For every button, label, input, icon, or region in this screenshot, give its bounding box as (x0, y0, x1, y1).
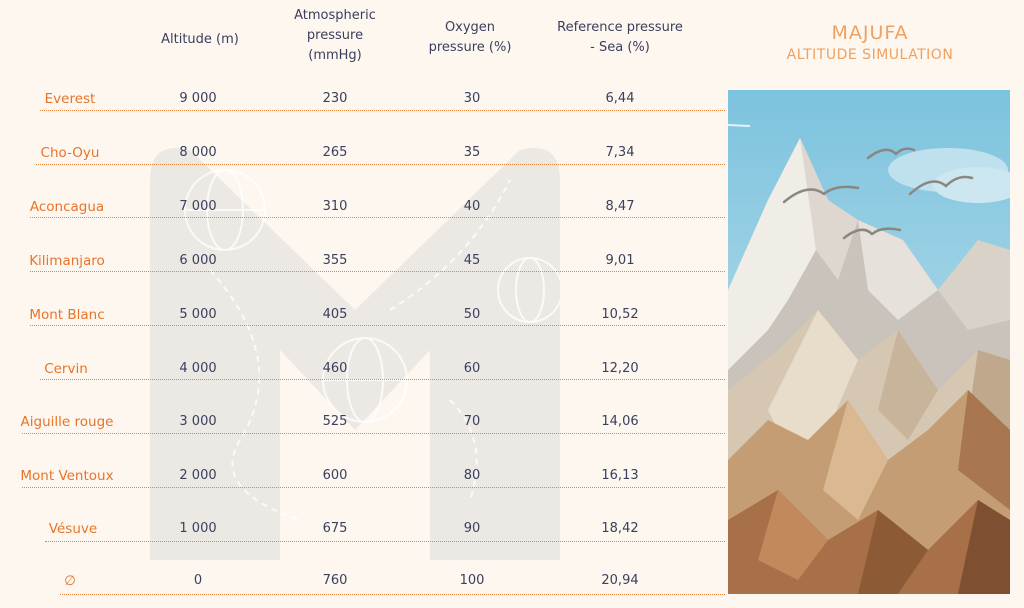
row-oxygen: 90 (463, 521, 481, 536)
row-name: ∅ (64, 573, 76, 589)
row-divider (45, 541, 725, 542)
row-oxygen: 40 (463, 199, 481, 214)
row-name: Kilimanjaro (29, 253, 105, 269)
row-atmospheric: 600 (322, 468, 348, 483)
row-name: Mont Ventoux (20, 468, 114, 484)
row-atmospheric: 525 (322, 414, 348, 429)
row-divider (30, 217, 725, 218)
row-altitude: 3 000 (179, 414, 217, 429)
row-reference: 12,20 (601, 361, 639, 376)
row-oxygen: 70 (463, 414, 481, 429)
row-altitude: 1 000 (179, 521, 217, 536)
row-altitude: 2 000 (179, 468, 217, 483)
header-reference-pressure: Reference pressure - Sea (%) (557, 20, 683, 55)
row-divider (30, 325, 725, 326)
row-reference: 6,44 (605, 91, 635, 106)
row-divider (22, 433, 725, 434)
row-reference: 20,94 (601, 573, 639, 588)
row-name: Cervin (44, 361, 88, 377)
row-divider (60, 594, 725, 595)
row-oxygen: 45 (463, 253, 481, 268)
row-altitude: 7 000 (179, 199, 217, 214)
row-divider (22, 487, 725, 488)
row-reference: 16,13 (601, 468, 639, 483)
header-oxygen-pressure: Oxygen pressure (%) (428, 20, 512, 55)
row-atmospheric: 405 (322, 307, 348, 322)
brand-title: MAJUFA (831, 22, 909, 44)
row-name: Vésuve (48, 521, 98, 537)
row-altitude: 0 (193, 573, 203, 588)
row-oxygen: 80 (463, 468, 481, 483)
birds-icon (782, 147, 974, 240)
row-name: Cho-Oyu (40, 145, 100, 161)
row-altitude: 8 000 (179, 145, 217, 160)
row-oxygen: 100 (459, 573, 485, 588)
row-divider (40, 379, 725, 380)
row-divider (30, 271, 725, 272)
row-divider (36, 164, 725, 165)
row-reference: 14,06 (601, 414, 639, 429)
brand-subtitle: ALTITUDE SIMULATION (786, 47, 954, 63)
row-atmospheric: 460 (322, 361, 348, 376)
row-altitude: 4 000 (179, 361, 217, 376)
row-oxygen: 30 (463, 91, 481, 106)
row-altitude: 5 000 (179, 307, 217, 322)
row-reference: 10,52 (601, 307, 639, 322)
row-oxygen: 60 (463, 361, 481, 376)
row-oxygen: 35 (463, 145, 481, 160)
row-atmospheric: 355 (322, 253, 348, 268)
row-reference: 8,47 (605, 199, 635, 214)
majufa-m-logo-icon (150, 148, 560, 560)
header-altitude: Altitude (m) (161, 32, 239, 47)
row-oxygen: 50 (463, 307, 481, 322)
row-atmospheric: 265 (322, 145, 348, 160)
row-name: Aiguille rouge (20, 414, 114, 430)
row-divider (40, 110, 725, 111)
row-atmospheric: 675 (322, 521, 348, 536)
row-atmospheric: 310 (322, 199, 348, 214)
row-name: Aconcagua (29, 199, 105, 215)
row-altitude: 9 000 (179, 91, 217, 106)
row-reference: 7,34 (605, 145, 635, 160)
row-name: Mont Blanc (29, 307, 105, 323)
row-atmospheric: 230 (322, 91, 348, 106)
row-name: Everest (44, 91, 96, 107)
row-reference: 18,42 (601, 521, 639, 536)
row-altitude: 6 000 (179, 253, 217, 268)
row-reference: 9,01 (605, 253, 635, 268)
row-atmospheric: 760 (322, 573, 348, 588)
mountain-illustration (728, 90, 1010, 594)
header-atmospheric-pressure: Atmospheric pressure (mmHg) (294, 8, 376, 63)
